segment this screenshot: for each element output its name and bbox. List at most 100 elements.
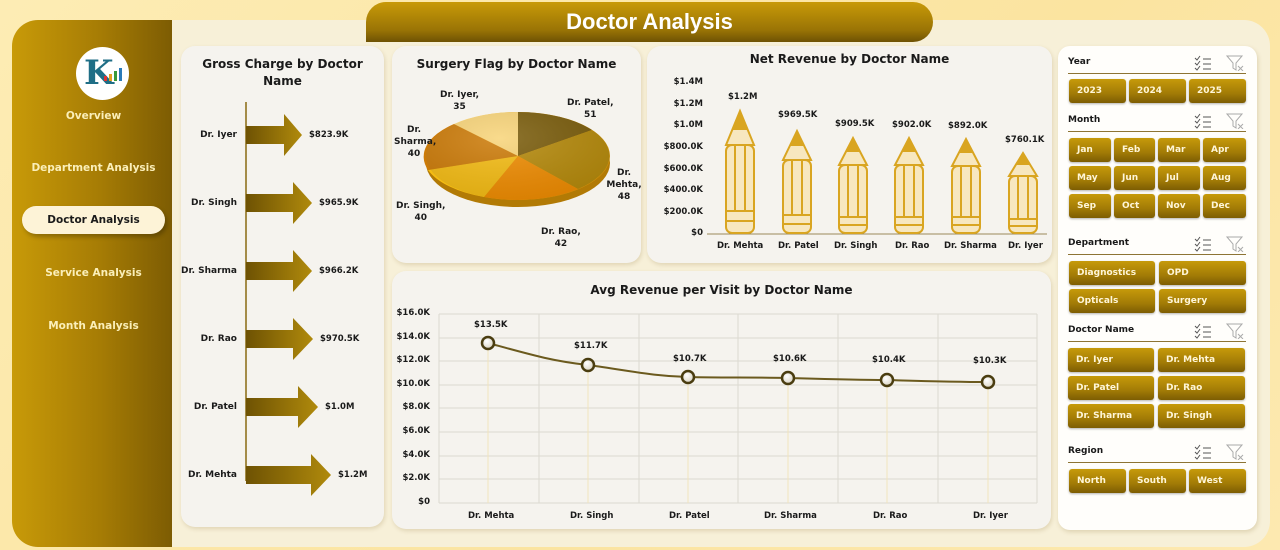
slicer-year-header: Year [1068,54,1246,74]
slicer-month-mar[interactable]: Mar [1158,138,1200,162]
y-tick: $600.0K [663,164,703,174]
slicer-month-dec[interactable]: Dec [1203,194,1246,218]
pencil-bar-rao [893,135,925,234]
category-label: Dr. Mehta [187,470,237,480]
slicer-month-apr[interactable]: Apr [1203,138,1246,162]
slicer-title: Doctor Name [1068,325,1135,335]
slicer-region-south[interactable]: South [1129,469,1186,493]
slicer-year-2024[interactable]: 2024 [1129,79,1186,103]
slicer-month-may[interactable]: May [1069,166,1111,190]
data-label: $1.0M [325,402,355,412]
data-label: $892.0K [948,121,988,131]
y-tick: $0 [691,228,703,238]
y-tick: $8.0K [402,402,430,412]
category-label: Dr. Iyer [200,130,237,140]
multi-select-icon[interactable] [1194,323,1212,339]
avg-revenue-chart-card: Avg Revenue per Visit by Doctor Name [392,271,1051,529]
data-label: $909.5K [835,119,875,129]
slicer-region-north[interactable]: North [1069,469,1126,493]
avg-revenue-line-chart [438,313,1038,504]
y-tick: $10.0K [396,379,430,389]
slicer-department-surgery[interactable]: Surgery [1159,289,1246,313]
x-tick: Dr. Singh [570,511,614,521]
nav-doctor-analysis[interactable]: Doctor Analysis [22,206,165,234]
x-tick: Dr. Sharma [944,241,997,251]
slicer-month-jan[interactable]: Jan [1069,138,1111,162]
slicer-doctor-iyer[interactable]: Dr. Iyer [1068,348,1154,372]
data-label: $11.7K [574,341,608,351]
slicer-department-opd[interactable]: OPD [1159,261,1246,285]
slicer-month-sep[interactable]: Sep [1069,194,1111,218]
category-label: Dr. Sharma [180,266,237,276]
data-point [680,369,696,385]
pencil-bar-patel [781,128,813,234]
slicer-doctor-header: Doctor Name [1068,322,1246,342]
slicer-month-feb[interactable]: Feb [1114,138,1155,162]
slicer-month-oct[interactable]: Oct [1114,194,1155,218]
pencil-bar-sharma [950,136,982,234]
slicer-department-header: Department [1068,235,1246,255]
category-label: Dr. Rao [200,334,237,344]
multi-select-icon[interactable] [1194,236,1212,252]
nav-month-analysis[interactable]: Month Analysis [48,320,139,332]
data-label: $966.2K [319,266,359,276]
data-point [980,374,996,390]
slicer-year-2025[interactable]: 2025 [1189,79,1246,103]
slicer-doctor-patel[interactable]: Dr. Patel [1068,376,1154,400]
x-tick: Dr. Sharma [764,511,817,521]
arrow-bar-singh [246,182,312,224]
x-tick: Dr. Iyer [973,511,1008,521]
y-tick: $1.4M [673,77,703,87]
sidebar: K [12,20,172,547]
clear-filter-icon[interactable] [1226,236,1244,252]
nav-service-analysis[interactable]: Service Analysis [45,267,142,279]
multi-select-icon[interactable] [1194,113,1212,129]
chart-title: Net Revenue by Doctor Name [749,52,950,66]
chart-title: Gross Charge by Doctor Name [202,57,363,88]
data-label: $969.5K [778,110,818,120]
clear-filter-icon[interactable] [1226,113,1244,129]
pencil-bar-iyer [1007,151,1039,234]
x-tick: Dr. Mehta [468,511,515,521]
y-tick: $4.0K [402,450,430,460]
slicer-region-header: Region [1068,443,1246,463]
data-point [580,357,596,373]
clear-filter-icon[interactable] [1226,55,1244,71]
data-label: $13.5K [474,320,508,330]
pie-label-rao: Dr. Rao, 42 [541,227,581,249]
slicer-department-opticals[interactable]: Opticals [1069,289,1155,313]
x-tick: Dr. Patel [778,241,819,251]
clear-filter-icon[interactable] [1226,323,1244,339]
y-tick: $1.0M [673,120,703,130]
data-label: $10.6K [773,354,807,364]
multi-select-icon[interactable] [1194,55,1212,71]
slicer-year-2023[interactable]: 2023 [1069,79,1126,103]
slicer-month-header: Month [1068,112,1246,132]
y-tick: $200.0K [663,207,703,217]
data-label: $10.3K [973,356,1007,366]
slicer-month-jun[interactable]: Jun [1114,166,1155,190]
clear-filter-icon[interactable] [1226,444,1244,460]
slicer-doctor-mehta[interactable]: Dr. Mehta [1158,348,1245,372]
x-tick: Dr. Rao [873,511,908,521]
slicer-month-aug[interactable]: Aug [1203,166,1246,190]
y-tick: $12.0K [396,355,430,365]
pencil-bar-mehta [724,108,756,234]
slicer-region-west[interactable]: West [1189,469,1246,493]
category-label: Dr. Patel [193,402,237,412]
y-tick: $1.2M [673,99,703,109]
nav-overview[interactable]: Overview [65,110,122,122]
x-tick: Dr. Iyer [1008,241,1043,251]
slicer-month-jul[interactable]: Jul [1158,166,1200,190]
data-label: $823.9K [309,130,349,140]
slicer-month-nov[interactable]: Nov [1158,194,1200,218]
multi-select-icon[interactable] [1194,444,1212,460]
y-tick: $16.0K [396,308,430,318]
slicer-doctor-sharma[interactable]: Dr. Sharma [1068,404,1154,428]
slicer-doctor-rao[interactable]: Dr. Rao [1158,376,1245,400]
y-tick: $6.0K [402,426,430,436]
nav-department-analysis[interactable]: Department Analysis [31,162,156,174]
slicer-department-diagnostics[interactable]: Diagnostics [1069,261,1155,285]
slicer-title: Year [1068,57,1091,67]
slicer-doctor-singh[interactable]: Dr. Singh [1158,404,1245,428]
